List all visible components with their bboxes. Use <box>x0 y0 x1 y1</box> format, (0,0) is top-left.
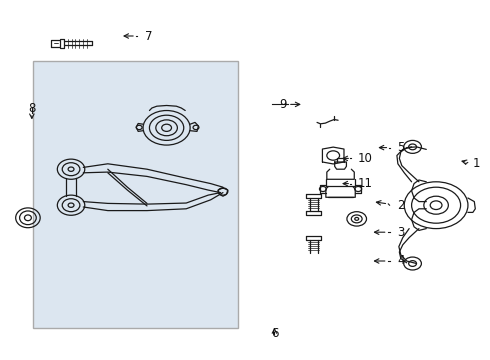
Text: 9: 9 <box>279 98 287 111</box>
Text: 10: 10 <box>358 152 372 165</box>
Text: 7: 7 <box>145 30 152 42</box>
Text: 1: 1 <box>473 157 480 170</box>
Text: 2: 2 <box>397 199 404 212</box>
Text: 3: 3 <box>397 226 404 239</box>
Text: 6: 6 <box>270 327 278 340</box>
Text: 11: 11 <box>358 177 373 190</box>
Text: 4: 4 <box>397 255 404 267</box>
Text: 8: 8 <box>28 102 36 114</box>
Bar <box>33 61 238 328</box>
Text: 5: 5 <box>397 141 404 154</box>
